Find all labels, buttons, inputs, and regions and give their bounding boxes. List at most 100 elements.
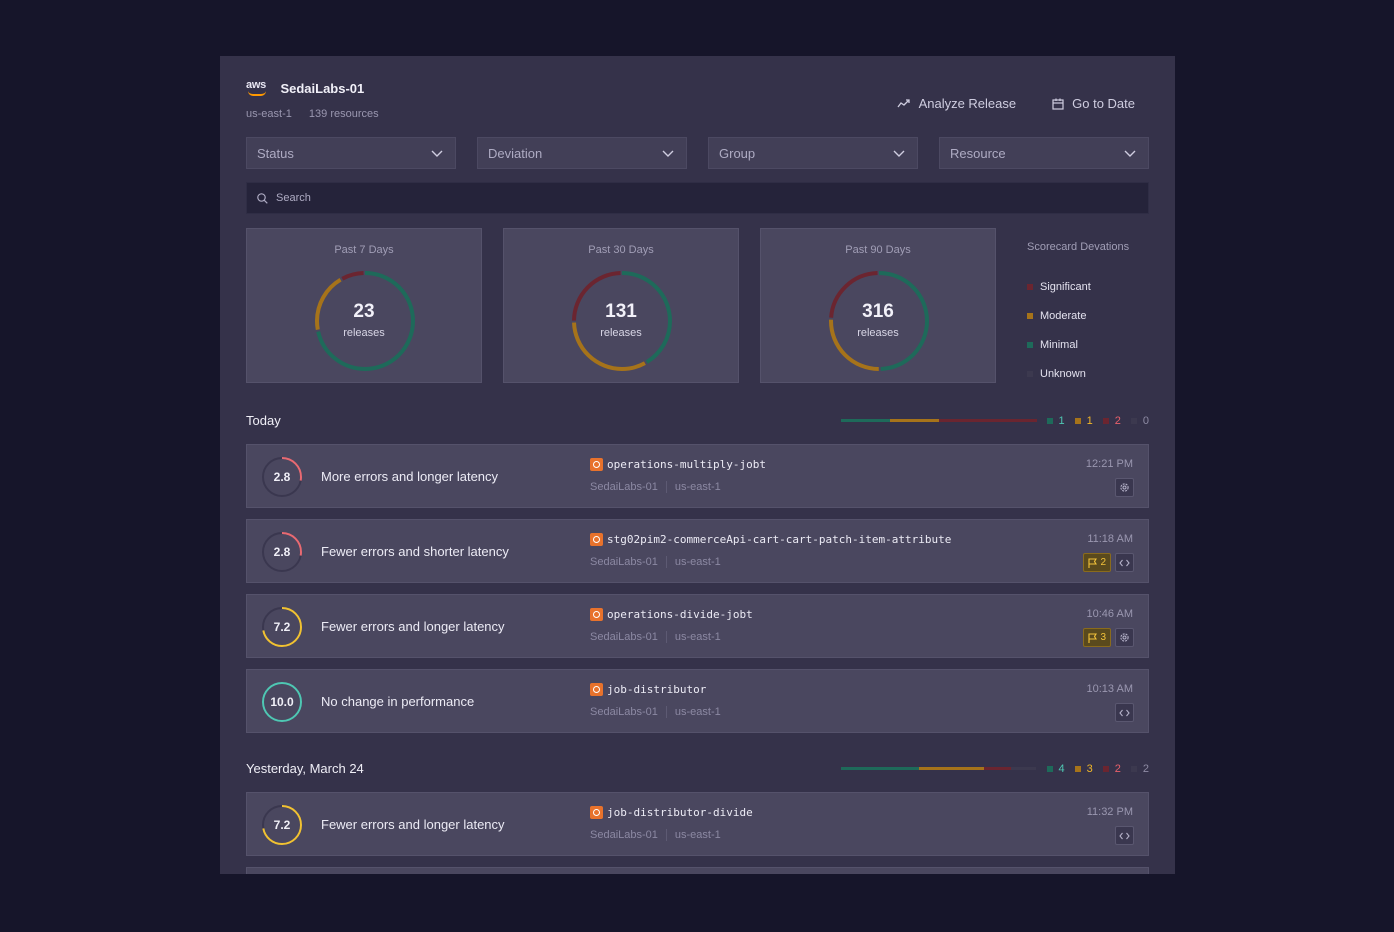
section-title: Today xyxy=(246,413,281,428)
release-description: More errors and longer latency xyxy=(321,469,499,484)
settings-button[interactable] xyxy=(1115,478,1134,497)
resource-region: us-east-1 xyxy=(674,556,721,568)
legend-item-moderate: Moderate xyxy=(1027,301,1129,330)
account-region: us-east-1 xyxy=(246,108,292,120)
stat-minimal: 1 xyxy=(1046,415,1065,427)
row-actions xyxy=(1115,703,1134,722)
stat-unknown: 0 xyxy=(1130,415,1149,427)
resource-link[interactable]: operations-multiply-jobt xyxy=(590,458,766,471)
score-value: 2.8 xyxy=(273,470,291,484)
stack-segment-minimal xyxy=(840,419,890,422)
chevron-down-icon xyxy=(893,150,905,157)
row-actions xyxy=(1115,478,1134,497)
flag-count-button[interactable]: 2 xyxy=(1083,553,1111,572)
release-description: No change in performance xyxy=(321,694,475,709)
score-ring-fill xyxy=(262,682,302,722)
resource-link[interactable]: stg02pim2-commerceApi-cart-cart-patch-it… xyxy=(590,533,951,546)
go-to-date-button[interactable]: Go to Date xyxy=(1052,96,1135,111)
section-stats: 1 1 2 0 xyxy=(840,415,1149,427)
filter-bar: Status Deviation Group Resource xyxy=(246,137,1149,169)
analyze-release-button[interactable]: Analyze Release xyxy=(897,96,1016,111)
card-title: Past 7 Days xyxy=(334,244,394,256)
account-meta: us-east-1 139 resources xyxy=(246,108,379,120)
donut-segment-moderate xyxy=(829,271,929,371)
resource-meta: SedaiLabs-01 us-east-1 xyxy=(590,829,721,841)
group-filter[interactable]: Group xyxy=(708,137,918,169)
deviation-filter[interactable]: Deviation xyxy=(477,137,687,169)
stat-significant: 2 xyxy=(1102,763,1121,775)
view-code-button[interactable] xyxy=(1115,826,1134,845)
score-ring-fill xyxy=(262,805,302,845)
summary-cards: Past 7 Days 23 releases Past 30 Days 131… xyxy=(246,228,996,383)
section-title: Yesterday, March 24 xyxy=(246,761,364,776)
release-time: 10:46 AM xyxy=(1086,608,1133,620)
resource-meta: SedaiLabs-01 us-east-1 xyxy=(590,556,721,568)
resource-name: job-distributor-divide xyxy=(607,806,753,819)
stack-segment-unknown xyxy=(1011,767,1037,770)
stat-unknown: 2 xyxy=(1130,763,1149,775)
row-actions: 3 xyxy=(1083,628,1134,647)
release-row[interactable]: 10.0 No change in performance job-distri… xyxy=(246,669,1149,733)
summary-card-7-days[interactable]: Past 7 Days 23 releases xyxy=(246,228,482,383)
view-code-button[interactable] xyxy=(1115,553,1134,572)
resource-region: us-east-1 xyxy=(674,631,721,643)
section-header-today: Today 1 1 2 0 xyxy=(246,413,1149,428)
account-header: aws SedaiLabs-01 us-east-1 139 resources xyxy=(246,79,379,120)
stack-segment-moderate xyxy=(889,419,939,422)
release-donut xyxy=(315,271,415,371)
stat-moderate: 3 xyxy=(1074,763,1093,775)
resource-account: SedaiLabs-01 xyxy=(590,631,658,643)
card-title: Past 30 Days xyxy=(588,244,654,256)
summary-card-90-days[interactable]: Past 90 Days 316 releases xyxy=(760,228,996,383)
view-code-button[interactable] xyxy=(1115,703,1134,722)
summary-card-30-days[interactable]: Past 30 Days 131 releases xyxy=(503,228,739,383)
release-count: 131 xyxy=(605,301,637,322)
release-time: 10:13 AM xyxy=(1086,683,1133,695)
score-ring xyxy=(262,457,302,497)
release-count: 23 xyxy=(353,301,375,322)
search-icon xyxy=(257,192,268,204)
stack-segment-significant xyxy=(983,767,1011,770)
resource-region: us-east-1 xyxy=(674,706,721,718)
section-header-yesterday: Yesterday, March 24 4 3 2 2 xyxy=(246,761,1149,776)
resource-account: SedaiLabs-01 xyxy=(590,481,658,493)
code-icon xyxy=(1119,559,1130,566)
settings-icon xyxy=(1120,633,1129,642)
resource-link[interactable]: job-distributor xyxy=(590,683,706,696)
release-description: Fewer errors and shorter latency xyxy=(321,544,509,559)
trend-line-icon xyxy=(897,98,910,107)
flag-count: 2 xyxy=(1100,557,1106,568)
settings-button[interactable] xyxy=(1115,628,1134,647)
donut-segment-minimal xyxy=(572,271,672,371)
chevron-down-icon xyxy=(431,150,443,157)
resource-filter-label: Resource xyxy=(950,145,1006,161)
score-ring-fill xyxy=(262,532,302,572)
score-value: 7.2 xyxy=(273,818,291,832)
release-row[interactable]: 2.8 Fewer errors and shorter latency stg… xyxy=(246,519,1149,583)
card-title: Past 90 Days xyxy=(845,244,911,256)
score-value: 7.2 xyxy=(273,620,291,634)
resource-meta: SedaiLabs-01 us-east-1 xyxy=(590,706,721,718)
resource-filter[interactable]: Resource xyxy=(939,137,1149,169)
flag-count-button[interactable]: 3 xyxy=(1083,628,1111,647)
resource-type-icon xyxy=(590,533,603,546)
go-to-date-label: Go to Date xyxy=(1072,96,1135,111)
release-row[interactable]: 7.2 Fewer errors and longer latency oper… xyxy=(246,594,1149,658)
release-unit: releases xyxy=(857,327,899,339)
release-unit: releases xyxy=(343,327,385,339)
release-row[interactable]: 7.2 Fewer errors and longer latency job-… xyxy=(246,792,1149,856)
search-input[interactable]: Search xyxy=(246,182,1149,214)
resource-name: job-distributor xyxy=(607,683,707,696)
resource-link[interactable]: job-distributor-divide xyxy=(590,806,753,819)
score-ring xyxy=(262,607,302,647)
legend-item-unknown: Unknown xyxy=(1027,359,1129,388)
status-filter[interactable]: Status xyxy=(246,137,456,169)
score-value: 10.0 xyxy=(270,695,294,709)
resource-account: SedaiLabs-01 xyxy=(590,706,658,718)
resource-type-icon xyxy=(590,806,603,819)
flag-icon xyxy=(1088,557,1098,568)
release-row[interactable]: 2.8 More errors and longer latency opera… xyxy=(246,444,1149,508)
resource-link[interactable]: operations-divide-jobt xyxy=(590,608,753,621)
release-time: 11:18 AM xyxy=(1087,533,1133,545)
release-row-partial[interactable] xyxy=(246,867,1149,874)
